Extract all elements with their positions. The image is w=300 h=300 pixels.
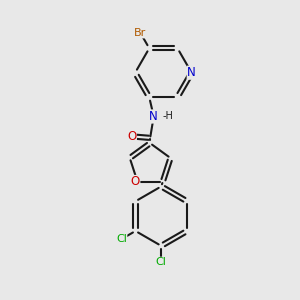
Text: N: N (187, 66, 196, 79)
Text: Cl: Cl (116, 234, 127, 244)
Text: Cl: Cl (156, 257, 167, 267)
Text: O: O (130, 176, 140, 188)
Text: Br: Br (134, 28, 146, 38)
Text: -H: -H (163, 112, 173, 122)
Text: N: N (149, 110, 158, 123)
Text: O: O (127, 130, 136, 143)
